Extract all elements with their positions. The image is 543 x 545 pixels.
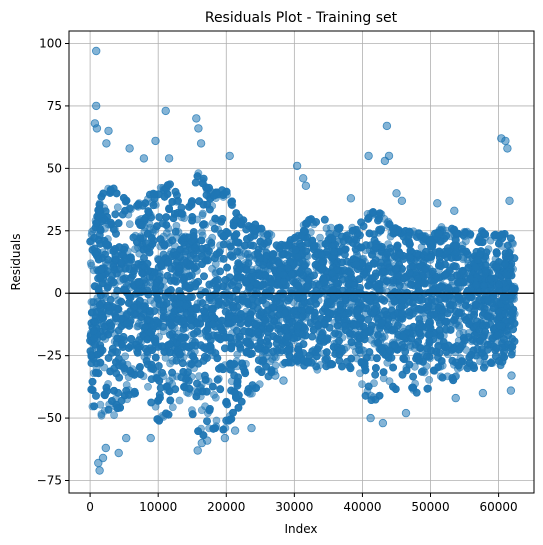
- scatter-point: [168, 403, 177, 412]
- scatter-point: [198, 209, 207, 218]
- scatter-point: [110, 411, 118, 420]
- scatter-points: [86, 169, 519, 440]
- scatter-point: [162, 229, 171, 237]
- scatter-point: [175, 396, 184, 405]
- scatter-point: [244, 249, 252, 258]
- chart-title: Residuals Plot - Training set: [205, 10, 398, 26]
- scatter-point: [113, 203, 122, 212]
- scatter-point: [97, 410, 106, 418]
- scatter-point: [87, 261, 96, 270]
- scatter-point: [210, 390, 218, 399]
- scatter-point: [144, 382, 152, 391]
- scatter-point: [322, 224, 331, 233]
- scatter-point: [425, 375, 433, 384]
- scatter-point: [233, 350, 242, 359]
- scatter-point: [316, 233, 324, 242]
- scatter-point: [358, 380, 366, 388]
- scatter-point: [125, 220, 134, 228]
